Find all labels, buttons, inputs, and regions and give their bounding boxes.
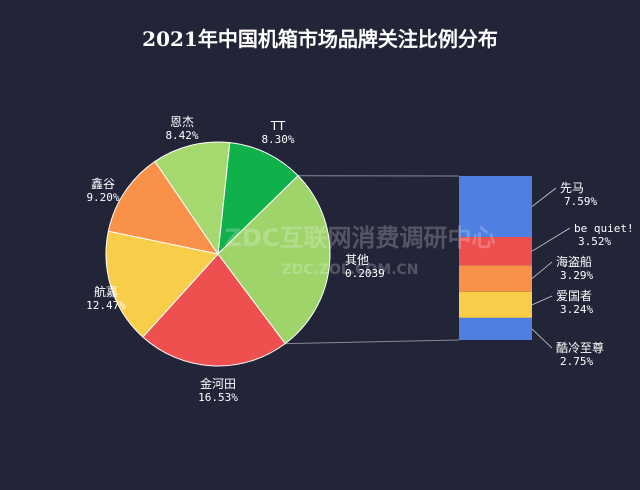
pie-slice-item-2 (142, 253, 286, 367)
bar-segment-item-4 (459, 317, 532, 340)
bar-label-value-be-quiet: 3.52% (578, 235, 611, 248)
bar-leader-line (531, 295, 553, 306)
breakdown-bar (459, 176, 571, 349)
bar-segment-item-3 (459, 291, 532, 318)
breakdown-connectors (285, 175, 460, 345)
chart-title: 2021年中国机箱市场品牌关注比例分布 (142, 27, 498, 51)
bar-leader-line (531, 227, 571, 252)
bar-label-value-item-4: 2.75% (560, 355, 593, 368)
slice-name-item-1: 其他 (345, 253, 369, 267)
slice-name-tt: TT (270, 119, 286, 133)
watermark-main: ZDC互联网消费调研中心 (225, 224, 496, 252)
pie-slice-item-5 (154, 141, 231, 256)
pie-slice-tt (217, 142, 299, 256)
connector-bottom (285, 339, 460, 345)
slice-value-item-2: 16.53% (198, 391, 238, 404)
bar-leader-line (531, 261, 553, 279)
bar-segment-be-quiet (459, 237, 532, 266)
bar-label-name-be-quiet: be quiet! (574, 222, 634, 235)
slice-name-item-4: 鑫谷 (91, 176, 115, 191)
bar-label-name-item-4: 酷冷至尊 (556, 340, 604, 355)
slice-name-item-2: 金河田 (200, 376, 236, 391)
bar-label-name-item-3: 爱国者 (556, 289, 592, 303)
bar-label-value-item-0: 7.59% (564, 195, 597, 208)
pie-slice-item-4 (107, 160, 220, 255)
bar-label-name-item-0: 先马 (560, 181, 584, 195)
bar-segment-item-0 (459, 176, 532, 238)
bar-segment-item-2 (459, 265, 532, 292)
bar-label-value-item-3: 3.24% (560, 303, 593, 316)
slice-name-item-3: 航嘉 (94, 284, 118, 299)
slice-value-item-3: 12.47% (86, 299, 126, 312)
slice-value-tt: 8.30% (261, 133, 294, 146)
bar-leader-line (531, 187, 557, 207)
pie-slice-item-3 (105, 230, 219, 338)
slice-value-item-1: 0.2039 (345, 267, 385, 280)
pie-chart (105, 141, 331, 367)
slice-value-item-5: 8.42% (165, 129, 198, 142)
slice-name-item-5: 恩杰 (170, 115, 194, 129)
bar-label-value-item-2: 3.29% (560, 269, 593, 282)
bar-label-name-item-2: 海盗船 (556, 254, 592, 269)
pie-slice-item-1 (217, 175, 331, 345)
watermark-url: ZDC.ZOL.COM.CN (281, 262, 418, 278)
bar-leader-line (531, 328, 553, 349)
slice-value-item-4: 9.20% (86, 191, 119, 204)
